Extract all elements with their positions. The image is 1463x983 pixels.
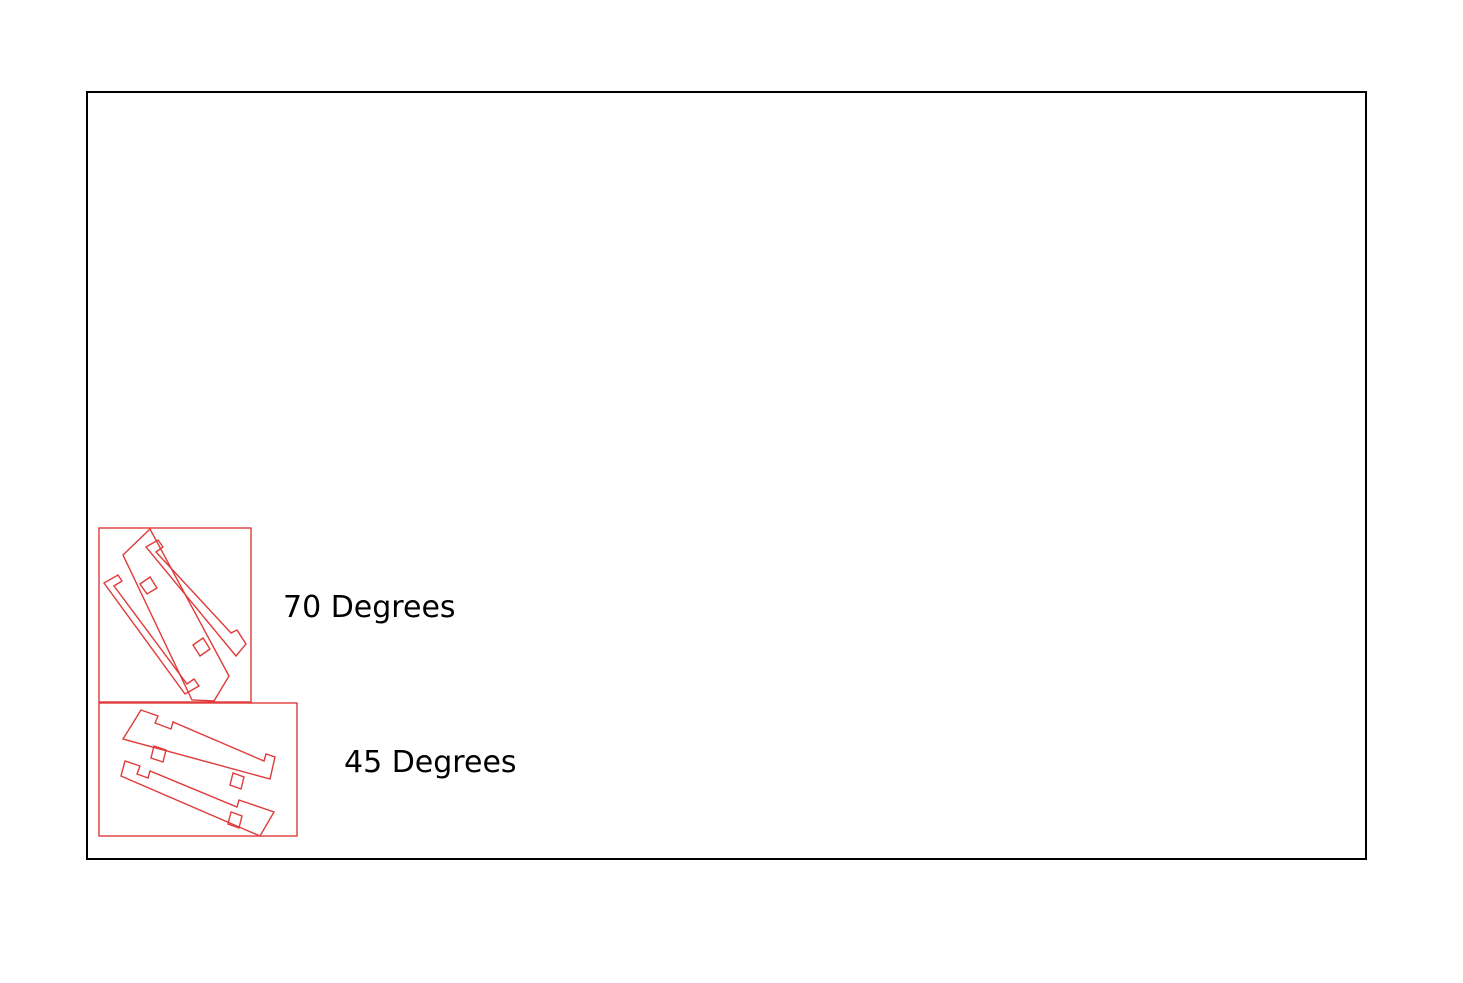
nest-70-group (98, 527, 252, 703)
nest-70-part-1-edge (122, 527, 230, 702)
nest-70-part-2-outline (144, 539, 247, 658)
nest-45-part-1-outline (121, 709, 276, 780)
nest-70-part-2 (139, 539, 247, 658)
nest-45-part-1 (121, 709, 276, 790)
nest-70-part-1 (102, 527, 230, 702)
stock-sheet-border (86, 91, 1367, 860)
nest-45-part-2 (120, 760, 276, 837)
nest-70-bounding-box (98, 527, 252, 703)
nest-70-tab-upper (139, 576, 158, 595)
nest-45-tab-right (229, 772, 245, 790)
nest-45-tab-left (150, 745, 167, 763)
nest-70-label: 70 Degrees (283, 590, 456, 625)
nest-70-part-1-outline (102, 574, 201, 695)
nest-45-label: 45 Degrees (344, 745, 517, 780)
nest-70-tab-lower (192, 637, 211, 657)
nest-45-group (98, 702, 298, 837)
nest-45-bounding-box (98, 702, 298, 837)
nest-45-part-2-outline (120, 760, 276, 837)
nest-45-tab-bottom (227, 811, 243, 829)
